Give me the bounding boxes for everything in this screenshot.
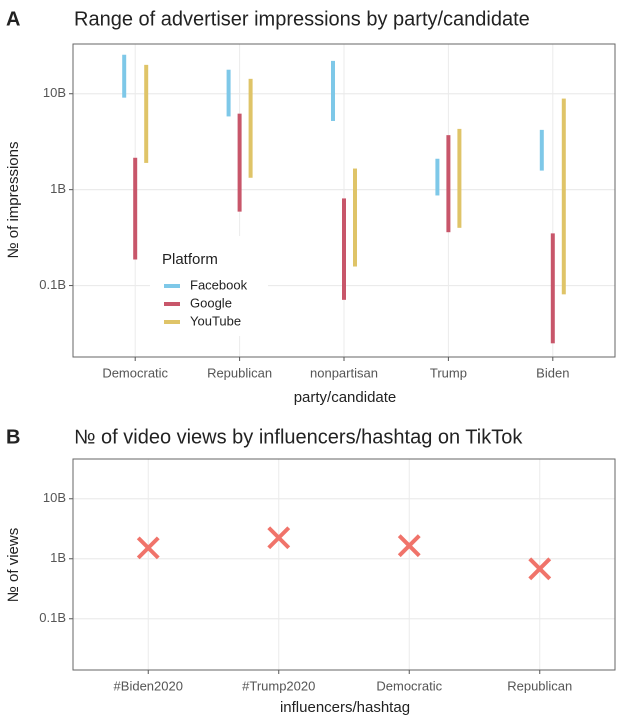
y-tick-label: 0.1B: [39, 277, 66, 292]
range-bar: [446, 135, 451, 233]
x-tick-label: Republican: [207, 365, 272, 380]
x-tick-label: #Trump2020: [242, 678, 315, 693]
y-tick-label: 10B: [43, 490, 66, 505]
point: [397, 534, 421, 558]
x-tick-label: Democratic: [102, 365, 168, 380]
x-tick-label: Republican: [507, 678, 572, 693]
chart-title: Range of advertiser impressions by party…: [74, 8, 530, 30]
range-bar: [353, 168, 357, 267]
x-tick-label: Biden: [536, 365, 569, 380]
range-bar: [144, 64, 149, 163]
range-bar: [550, 233, 555, 344]
x-tick-label: Democratic: [376, 678, 442, 693]
range-bar: [237, 113, 242, 212]
range-bar: [248, 78, 253, 178]
range-bar: [457, 128, 462, 228]
y-axis-label: № of impressions: [5, 142, 22, 259]
legend-label: Facebook: [190, 277, 248, 292]
range-bar: [539, 129, 544, 171]
x-axis-label: party/candidate: [294, 389, 397, 406]
y-tick-label: 10B: [43, 85, 66, 100]
x-tick-label: nonpartisan: [310, 365, 378, 380]
range-bar: [331, 60, 335, 121]
point: [267, 526, 291, 550]
x-tick-label: Trump: [430, 365, 467, 380]
y-tick-label: 1B: [50, 181, 66, 196]
x-tick-label: #Biden2020: [114, 678, 183, 693]
legend-label: Google: [190, 295, 232, 310]
x-axis-label: influencers/hashtag: [280, 699, 410, 716]
legend-label: YouTube: [190, 313, 241, 328]
y-axis-label: № of views: [5, 528, 22, 602]
range-bar: [435, 158, 440, 196]
legend-title: Platform: [162, 251, 218, 268]
range-bar: [122, 54, 127, 98]
range-bar: [226, 69, 231, 117]
point: [136, 536, 160, 560]
range-bar: [561, 98, 566, 295]
panel-label: B: [6, 426, 20, 448]
plot-border: [72, 458, 616, 671]
panel-label: A: [6, 8, 20, 30]
range-bar: [133, 157, 138, 260]
chart-title: № of video views by influencers/hashtag …: [74, 426, 523, 448]
range-bar: [342, 198, 346, 300]
point: [528, 557, 552, 581]
y-tick-label: 0.1B: [39, 610, 66, 625]
y-tick-label: 1B: [50, 550, 66, 565]
